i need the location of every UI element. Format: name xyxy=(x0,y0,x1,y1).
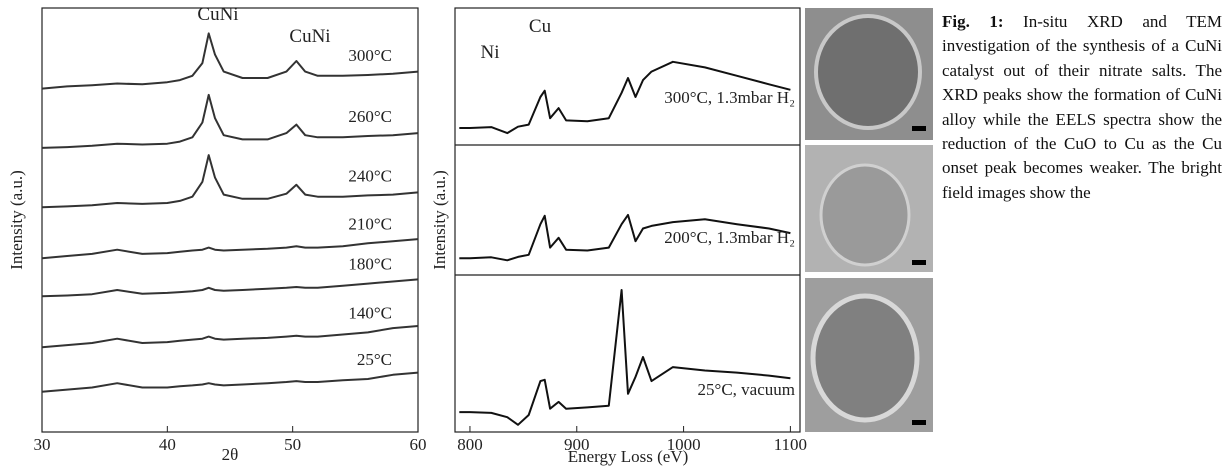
spectrum-line xyxy=(459,290,790,425)
series-label: 200°C, 1.3mbar H₂ xyxy=(664,228,795,247)
y-axis-label: Intensity (a.u.) xyxy=(7,170,26,270)
plot-frame xyxy=(455,8,800,432)
x-axis-label: 2θ xyxy=(222,445,239,464)
x-tick-label: 900 xyxy=(564,435,590,454)
scale-bar xyxy=(912,420,926,425)
series-label: 300°C xyxy=(348,46,392,65)
series-label: 180°C xyxy=(348,255,392,274)
x-tick-label: 60 xyxy=(410,435,427,454)
series-label: 240°C xyxy=(348,166,392,185)
series-label: 260°C xyxy=(348,107,392,126)
caption-label: Fig. 1: xyxy=(942,12,1004,31)
series-label: 25°C, vacuum xyxy=(698,380,795,399)
tem-images xyxy=(805,8,933,432)
caption: Fig. 1: In-situ XRD and TEM investigatio… xyxy=(942,10,1222,205)
x-tick-label: 30 xyxy=(34,435,51,454)
peak-label: Cu xyxy=(529,16,552,37)
peak-label: Ni xyxy=(481,42,500,63)
particle xyxy=(813,296,917,420)
figure: 2θ Intensity (a.u.) Energy Loss (eV) Int… xyxy=(0,0,938,468)
particle xyxy=(816,16,920,128)
particle xyxy=(821,165,909,265)
scale-bar xyxy=(912,260,926,265)
x-tick-label: 50 xyxy=(284,435,301,454)
series-label: 210°C xyxy=(348,214,392,233)
series-label: 25°C xyxy=(357,350,392,369)
scale-bar xyxy=(912,126,926,131)
page: 2θ Intensity (a.u.) Energy Loss (eV) Int… xyxy=(0,0,1226,468)
x-tick-label: 800 xyxy=(457,435,483,454)
x-tick-label: 1000 xyxy=(667,435,701,454)
x-tick-label: 40 xyxy=(159,435,176,454)
x-tick-label: 1100 xyxy=(774,435,807,454)
spectrum-line xyxy=(42,279,418,296)
spectrum-line xyxy=(42,326,418,347)
series-label: 140°C xyxy=(348,303,392,322)
peak-label: CuNi xyxy=(197,4,238,25)
series-label: 300°C, 1.3mbar H₂ xyxy=(664,88,795,107)
caption-text: In-situ XRD and TEM investigation of the… xyxy=(942,12,1222,202)
peak-label: CuNi xyxy=(289,26,330,47)
spectrum-line xyxy=(42,373,418,392)
y-axis-label: Intensity (a.u.) xyxy=(430,170,449,270)
